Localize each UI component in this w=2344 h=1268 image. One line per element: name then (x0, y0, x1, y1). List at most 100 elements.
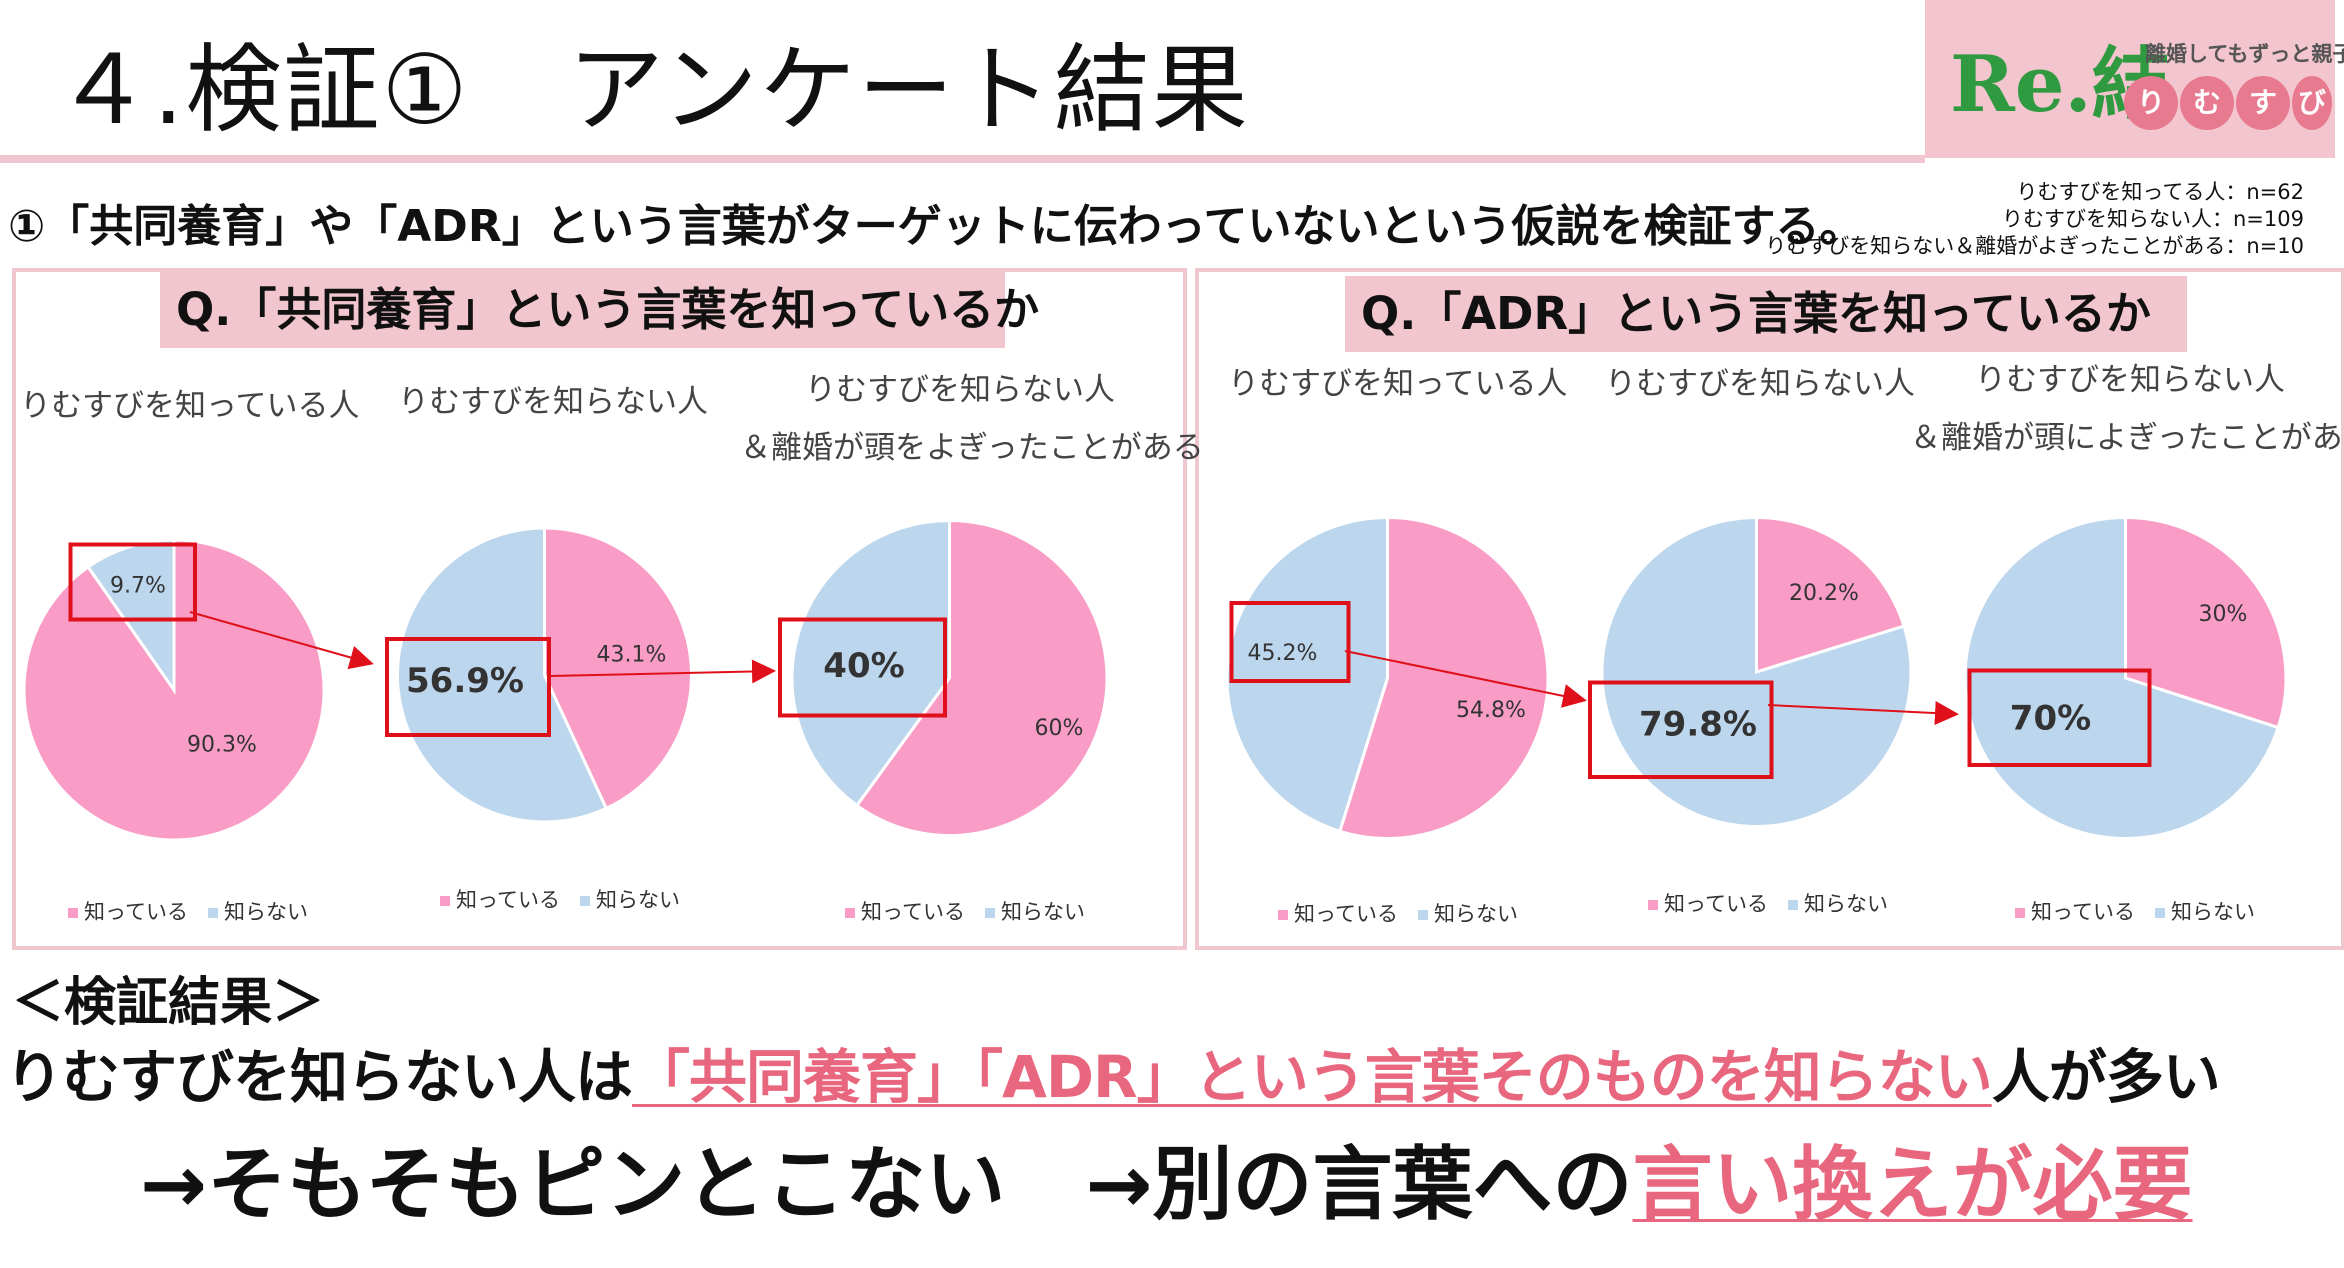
question-adr: Q.「ADR」という言葉を知っているか (1345, 276, 2187, 352)
arrow-p2-1 (1344, 650, 1587, 708)
legend-swatch-known (1278, 910, 1288, 920)
legend-p1-c2: 知っている 知らない (440, 884, 680, 914)
legend-swatch-unknown (984, 908, 995, 918)
data-label-known: 30% (2199, 602, 2248, 627)
sample-size-unknown: りむすびを知らない人：n=109 (2002, 207, 2304, 231)
result-line1-highlight: 「共同養育」「ADR」という言葉そのものを知らない (632, 1043, 1993, 1111)
pie-adr-known: 54.8% 45.2% (1225, 515, 1550, 840)
data-label-unknown: 40% (823, 646, 904, 686)
pie-slice-unknown (1225, 515, 1389, 834)
logo-circle-mu: む (2180, 76, 2234, 130)
result-line2-highlight: 言い換えが必要 (1632, 1138, 2193, 1231)
panel-kyodo-yoiku (12, 268, 1187, 950)
legend-unknown-label: 知らない (223, 900, 308, 924)
highlight-box-unknown (778, 617, 947, 718)
group-label-p1-unknown: りむすびを知らない人 (398, 384, 708, 420)
pie-slice-unknown (1963, 515, 2281, 840)
data-label-unknown: 56.9% (406, 661, 524, 701)
group-label-p1-known: りむすびを知っている人 (20, 388, 360, 424)
legend-known-label: 知っている (861, 900, 965, 924)
data-label-unknown: 79.8% (1639, 705, 1757, 745)
pie-slice-unknown (790, 518, 951, 808)
data-label-unknown: 9.7% (110, 574, 166, 599)
arrow-p1-1 (189, 611, 374, 670)
data-label-known: 54.8% (1456, 698, 1526, 723)
legend-unknown-label: 知らない (1803, 892, 1888, 916)
legend-swatch-known (68, 908, 78, 918)
group-label-p1-unknown-divorce: りむすびを知らない人 (805, 372, 1115, 408)
legend-swatch-unknown (1787, 900, 1798, 910)
legend-swatch-unknown (2154, 908, 2165, 918)
highlight-box-unknown (1967, 668, 2152, 767)
legend-p1-c1: 知っている 知らない (68, 896, 308, 926)
legend-swatch-known (2015, 908, 2025, 918)
legend-known-label: 知っている (1294, 902, 1398, 926)
legend-known-label: 知っている (1664, 892, 1768, 916)
pie-slice-known (22, 538, 326, 842)
legend-swatch-known (1648, 900, 1658, 910)
highlight-box-unknown (1588, 680, 1774, 779)
pie-kyodo-unknown-divorce: 60% 40% (778, 518, 1109, 837)
legend-p2-c2: 知っている 知らない (1648, 888, 1888, 918)
sample-size-unknown-divorce: りむすびを知らない＆離婚がよぎったことがある：n=10 (1765, 234, 2304, 258)
legend-swatch-unknown (579, 896, 590, 906)
question-kyodo-yoiku: Q.「共同養育」という言葉を知っているか (160, 272, 1039, 348)
legend-unknown-label: 知らない (595, 888, 680, 912)
highlight-box-unknown (1229, 601, 1351, 683)
panel-adr (1195, 268, 2344, 950)
group-label-p2-known: りむすびを知っている人 (1228, 366, 1568, 402)
data-label-known: 20.2% (1789, 581, 1859, 606)
hypothesis-subtitle: ①「共同養育」や「ADR」という言葉がターゲットに伝わっていないという仮説を検証… (8, 201, 1864, 252)
highlight-box-unknown (385, 637, 551, 737)
logo-circle-su: す (2236, 76, 2290, 130)
legend-unknown-label: 知らない (2170, 900, 2255, 924)
group-label-p2-unknown-divorce-sub: ＆離婚が頭によぎったことがある (1910, 420, 2344, 456)
legend-p2-c3: 知っている 知らない (2015, 896, 2255, 926)
pie-slice-known (1337, 515, 1550, 840)
pie-slice-known (854, 518, 1109, 837)
legend-swatch-known (845, 908, 855, 918)
legend-p2-c1: 知っている 知らない (1278, 898, 1518, 928)
pie-kyodo-known: 90.3% 9.7% (22, 538, 326, 842)
data-label-known: 60% (1035, 716, 1084, 741)
pie-slice-known (543, 526, 693, 811)
sample-size-known: りむすびを知ってる人：n=62 (2016, 180, 2304, 204)
data-label-unknown: 70% (2010, 699, 2091, 739)
pie-kyodo-unknown: 43.1% 56.9% (385, 526, 693, 824)
title-underline (0, 155, 1925, 163)
group-label-p1-unknown-divorce-sub: ＆離婚が頭をよぎったことがある (740, 430, 1204, 466)
pie-adr-unknown: 20.2% 79.8% (1588, 515, 1913, 828)
result-heading: ＜検証結果＞ (12, 973, 325, 1033)
legend-p1-c3: 知っている 知らない (845, 896, 1085, 926)
pie-slice-unknown (86, 538, 176, 695)
result-line2-b: →別の言葉への (1085, 1138, 1633, 1231)
pie-slice-known (2124, 515, 2288, 730)
result-line-2: →そもそもピンとこない →別の言葉への言い換えが必要 (140, 1120, 2192, 1236)
logo-tagline: 離婚してもずっと親子 (2145, 42, 2344, 66)
pie-charts: 90.3% 9.7% 43.1% 56.9% 60% 40% 54.8% 45.2% 20.2%… (22, 515, 2288, 842)
legend-known-label: 知っている (456, 888, 560, 912)
legend-known-label: 知っている (84, 900, 188, 924)
pie-adr-unknown-divorce: 30% 70% (1963, 515, 2288, 840)
arrow-p1-2 (549, 659, 776, 684)
pie-slice-unknown (1600, 515, 1913, 828)
data-label-known: 43.1% (597, 643, 667, 668)
logo-circle-ri: り (2124, 76, 2178, 130)
legend-swatch-unknown (207, 908, 218, 918)
result-line1-post: 人が多い (1991, 1043, 2221, 1111)
pie-slice-unknown (396, 526, 609, 824)
legend-unknown-label: 知らない (1000, 900, 1085, 924)
legend-swatch-known (440, 896, 450, 906)
arrow-p2-2 (1767, 701, 1959, 726)
legend-swatch-unknown (1417, 910, 1428, 920)
page-title: ４.検証① アンケート結果 (55, 34, 1250, 146)
data-label-unknown: 45.2% (1248, 641, 1318, 666)
result-line2-a: →そもそもピンとこない (140, 1138, 1006, 1231)
legend-unknown-label: 知らない (1433, 902, 1518, 926)
highlight-box-unknown (68, 542, 197, 622)
result-line-1: りむすびを知らない人は「共同養育」「ADR」という言葉そのものを知らない人が多い (5, 1030, 2221, 1114)
data-label-known: 90.3% (187, 733, 257, 758)
pie-slice-known (1755, 515, 1906, 675)
group-label-p2-unknown-divorce: りむすびを知らない人 (1975, 362, 2285, 398)
logo-circle-bi: び (2292, 76, 2332, 130)
